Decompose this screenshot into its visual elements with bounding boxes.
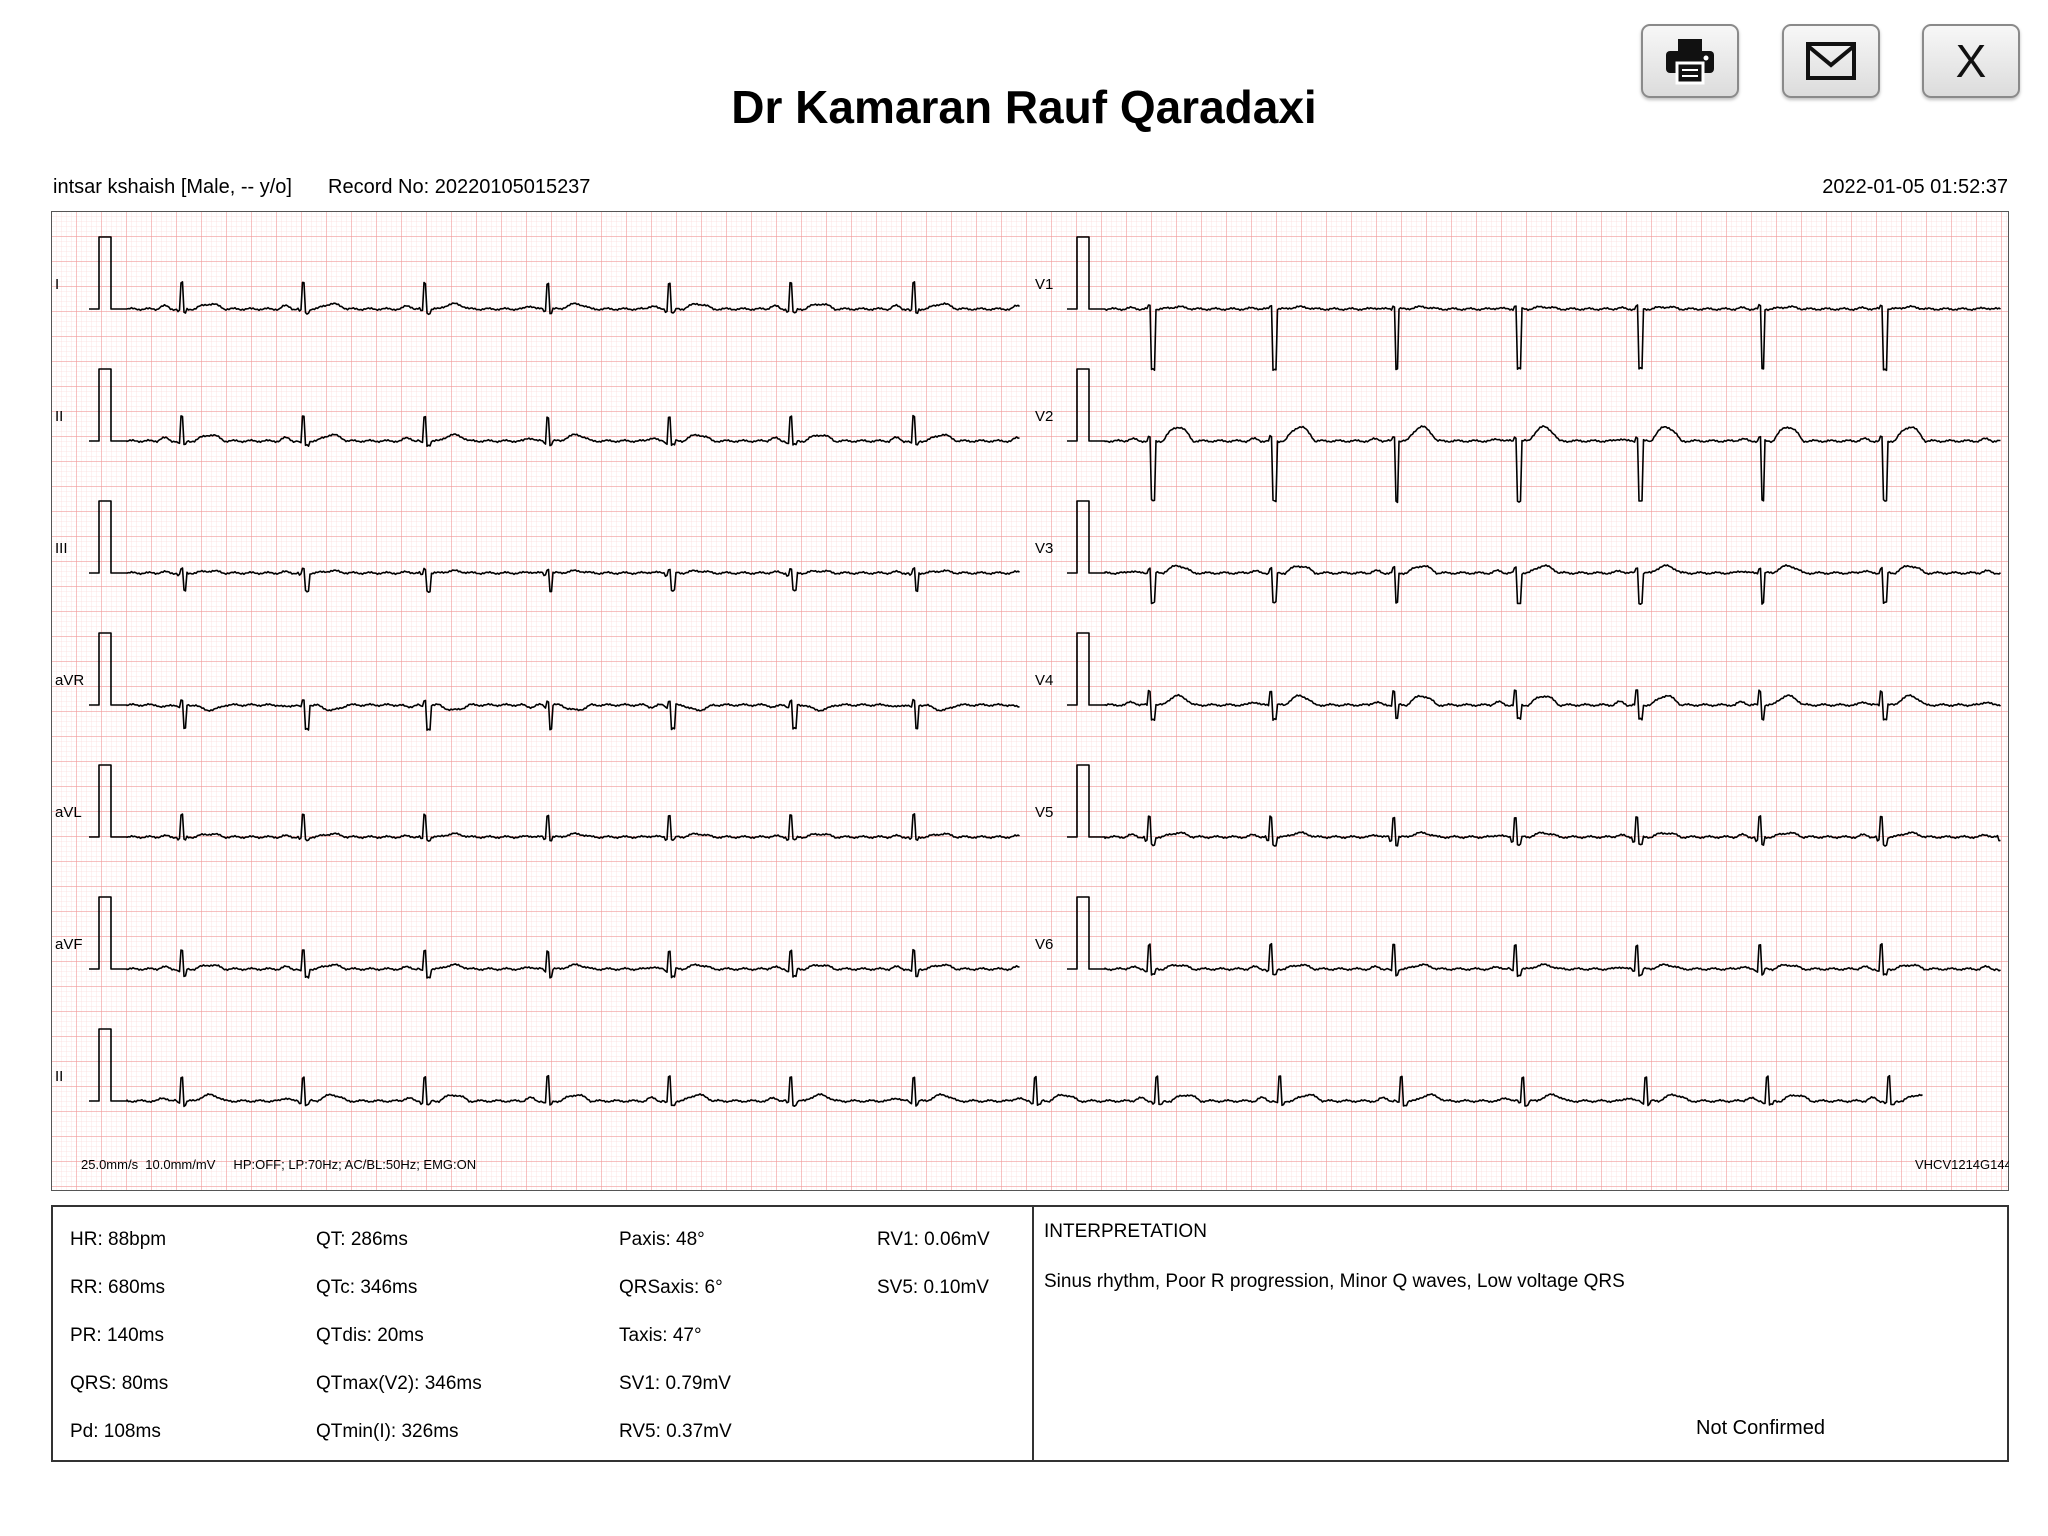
ecg-chart: I II III aVR aVL aVF V1 V2 V3 V4 V5 V6 II 25.0mm/s 1… xyxy=(51,211,2009,1191)
measurement-qtmax: QTmax(V2): 346ms xyxy=(316,1373,482,1394)
measurement-rr: RR: 680ms xyxy=(70,1277,166,1298)
printer-icon xyxy=(1666,39,1714,85)
measurement-sv1: SV1: 0.79mV xyxy=(619,1373,731,1394)
measurement-pr: PR: 140ms xyxy=(70,1325,164,1346)
close-button[interactable]: X xyxy=(1922,24,2020,98)
lead-label-v5: V5 xyxy=(1035,804,1053,821)
device-id: VHCV1214G1440423 xyxy=(1915,1157,2009,1172)
print-button[interactable] xyxy=(1641,24,1739,98)
email-button[interactable] xyxy=(1782,24,1880,98)
measurement-qt: QT: 286ms xyxy=(316,1229,408,1250)
lead-label-v4: V4 xyxy=(1035,672,1053,689)
lead-label-ii-left: II xyxy=(55,408,63,425)
report-panel: HR: 88bpm RR: 680ms PR: 140ms QRS: 80ms … xyxy=(51,1205,2009,1462)
measurement-qtdis: QTdis: 20ms xyxy=(316,1325,424,1346)
lead-label-v2: V2 xyxy=(1035,408,1053,425)
lead-label-avr-left: aVR xyxy=(55,672,84,689)
interpretation-text: Sinus rhythm, Poor R progression, Minor … xyxy=(1044,1271,1625,1292)
confirmation-status: Not Confirmed xyxy=(1696,1417,1825,1439)
measurement-rv5: RV5: 0.37mV xyxy=(619,1421,732,1442)
ecg-trace-v1 xyxy=(1067,236,2001,372)
measurement-hr: HR: 88bpm xyxy=(70,1229,167,1250)
measurement-sv5: SV5: 0.10mV xyxy=(877,1277,989,1298)
ecg-trace-v5 xyxy=(1067,764,2001,847)
ecg-trace-ii xyxy=(89,368,1020,447)
envelope-icon xyxy=(1806,42,1856,80)
record-number: Record No: 20220105015237 xyxy=(328,176,591,198)
ecg-trace-avr xyxy=(89,632,1020,731)
ecg-trace-avl xyxy=(89,764,1020,842)
measurement-rv1: RV1: 0.06mV xyxy=(877,1229,990,1250)
lead-label-avl-left: aVL xyxy=(55,804,82,821)
lead-label-avf-left: aVF xyxy=(55,936,83,953)
ecg-trace-rhythm-strip xyxy=(89,1028,1923,1108)
measurement-qrsaxis: QRSaxis: 6° xyxy=(619,1277,723,1298)
interpretation-title: INTERPRETATION xyxy=(1044,1221,1207,1242)
ecg-trace-i xyxy=(89,236,1020,316)
measurement-qrs: QRS: 80ms xyxy=(70,1373,169,1394)
ecg-trace-v6 xyxy=(1067,896,2001,978)
measurement-pd: Pd: 108ms xyxy=(70,1421,161,1442)
ecg-trace-v2 xyxy=(1067,368,2001,504)
panel-divider xyxy=(1032,1207,1034,1460)
measurement-qtc: QTc: 346ms xyxy=(316,1277,418,1298)
lead-label-v1: V1 xyxy=(1035,276,1053,293)
measurement-qtmin: QTmin(I): 326ms xyxy=(316,1421,459,1442)
patient-info: intsar kshaish [Male, -- y/o] xyxy=(53,176,292,198)
ecg-trace-avf xyxy=(89,896,1020,979)
lead-label-i-left: I xyxy=(55,276,59,293)
measurement-taxis: Taxis: 47° xyxy=(619,1325,702,1346)
ecg-grid xyxy=(51,211,2009,1191)
ecg-trace-iii xyxy=(89,500,1020,593)
record-datetime: 2022-01-05 01:52:37 xyxy=(1822,176,2008,198)
ecg-trace-v4 xyxy=(1067,632,2002,721)
lead-label-rhythm-ii: II xyxy=(55,1068,63,1085)
close-label: X xyxy=(1955,35,1987,87)
measurement-paxis: Paxis: 48° xyxy=(619,1229,705,1250)
ecg-settings: 25.0mm/s 10.0mm/mV HP:OFF; LP:70Hz; AC/B… xyxy=(81,1157,476,1172)
ecg-trace-v3 xyxy=(1067,500,2002,605)
lead-label-iii-left: III xyxy=(55,540,68,557)
page-title: Dr Kamaran Rauf Qaradaxi xyxy=(731,81,1317,133)
lead-label-v6: V6 xyxy=(1035,936,1053,953)
lead-label-v3: V3 xyxy=(1035,540,1053,557)
